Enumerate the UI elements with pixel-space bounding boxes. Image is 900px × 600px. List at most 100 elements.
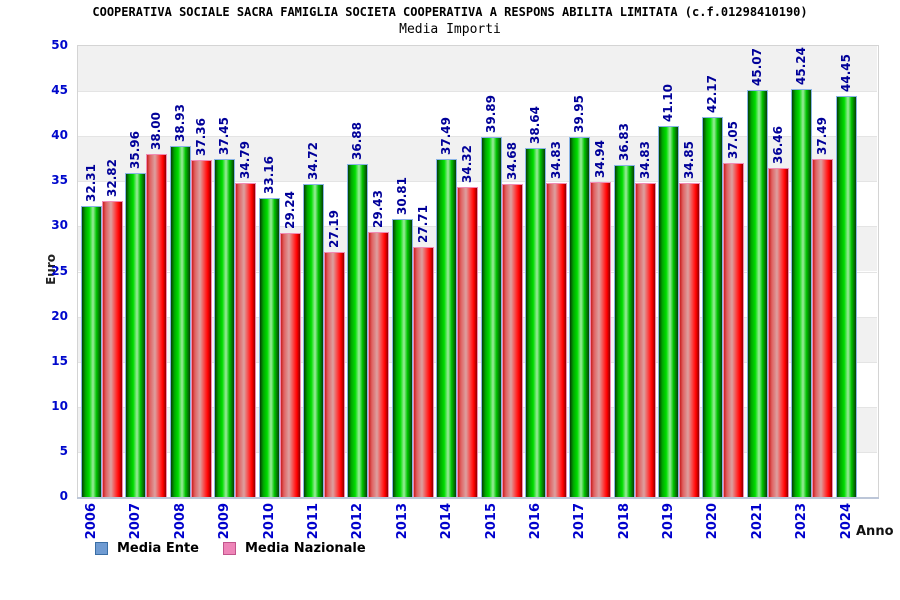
bar-media-ente bbox=[702, 116, 724, 497]
y-tick-label: 25 bbox=[51, 263, 68, 278]
bar-group-2014: 37.49 34.32 bbox=[433, 46, 479, 497]
gridline bbox=[78, 91, 877, 93]
bar-media-ente bbox=[835, 96, 857, 497]
bar-media-ente bbox=[658, 126, 680, 497]
y-tick-label: 20 bbox=[51, 308, 68, 323]
x-axis-title: Anno bbox=[856, 524, 894, 539]
bar-value-label-media-ente: 39.95 bbox=[572, 94, 587, 133]
bar-value-label-media-nazionale: 32.82 bbox=[105, 159, 119, 197]
bar-value-label-media-ente: 36.83 bbox=[616, 122, 631, 161]
x-tick-label-2010: 2010 bbox=[261, 503, 277, 540]
bar-media-nazionale bbox=[457, 187, 479, 497]
bar-media-nazionale bbox=[190, 160, 212, 497]
plot-background-band bbox=[78, 46, 877, 92]
y-tick-label: 50 bbox=[51, 38, 68, 52]
bar-media-ente bbox=[347, 164, 369, 497]
bar-media-nazionale bbox=[590, 181, 612, 497]
bar-value-label-media-ente: 45.07 bbox=[749, 48, 764, 87]
bar-value-label-media-ente: 36.88 bbox=[350, 122, 365, 161]
bar-value-label-media-nazionale: 27.19 bbox=[326, 209, 341, 248]
legend-swatch-media-nazionale-icon bbox=[222, 542, 236, 555]
bar-media-ente bbox=[302, 183, 324, 497]
bar-group-2009: 37.45 34.79 bbox=[211, 46, 257, 497]
bar-value-label-media-nazionale: 34.68 bbox=[504, 142, 519, 181]
legend: Media Ente Media Nazionale bbox=[95, 541, 390, 556]
x-tick-label-2011: 2011 bbox=[305, 503, 321, 540]
x-tick-label-2007: 2007 bbox=[128, 503, 144, 540]
y-tick-label: 0 bbox=[59, 489, 68, 503]
bar-value-label-media-nazionale: 29.24 bbox=[282, 191, 297, 230]
bar-media-nazionale bbox=[368, 231, 390, 497]
bar-media-nazionale bbox=[679, 182, 701, 497]
bar-value-label-media-nazionale: 38.00 bbox=[149, 112, 164, 151]
y-tick-label: 40 bbox=[51, 128, 68, 143]
bar-value-label-media-nazionale: 27.71 bbox=[415, 205, 430, 244]
x-tick-label-2023: 2023 bbox=[794, 503, 810, 540]
bar-value-label-media-nazionale: 34.94 bbox=[593, 139, 608, 178]
bar-media-nazionale bbox=[501, 184, 523, 497]
bar-value-label-media-ente: 37.49 bbox=[439, 116, 454, 155]
gridline bbox=[78, 181, 877, 183]
x-tick-label-2018: 2018 bbox=[616, 503, 632, 540]
bar-value-label-media-nazionale: 34.85 bbox=[682, 140, 697, 179]
bar-media-nazionale bbox=[146, 154, 168, 497]
bar-group-2013: 30.81 27.71 bbox=[389, 46, 434, 497]
bar-media-ente bbox=[746, 90, 768, 497]
x-tick-label-2019: 2019 bbox=[661, 503, 677, 540]
bar-media-nazionale bbox=[102, 200, 123, 497]
legend-label-media-ente: Media Ente bbox=[117, 541, 199, 556]
bar-group-2008: 38.93 37.36 bbox=[167, 46, 212, 497]
bar-media-ente bbox=[169, 145, 191, 497]
bar-media-nazionale bbox=[323, 251, 345, 497]
x-tick-label-2017: 2017 bbox=[572, 503, 588, 540]
bar-value-label-media-nazionale: 34.83 bbox=[548, 140, 563, 179]
bar-value-label-media-ente: 32.31 bbox=[84, 163, 98, 202]
bar-value-label-media-ente: 42.17 bbox=[705, 74, 720, 113]
bar-group-2018: 36.83 34.83 bbox=[611, 46, 656, 497]
x-tick-label-2006: 2006 bbox=[84, 503, 99, 540]
x-tick-label-2016: 2016 bbox=[527, 503, 543, 540]
bar-value-label-media-ente: 33.16 bbox=[261, 155, 276, 194]
x-tick-label-2015: 2015 bbox=[483, 503, 499, 540]
bar-group-2019: 41.10 34.85 bbox=[655, 46, 701, 497]
chart-title: COOPERATIVA SOCIALE SACRA FAMIGLIA SOCIE… bbox=[92, 5, 808, 19]
bar-media-nazionale bbox=[634, 182, 656, 497]
bar-media-ente bbox=[791, 88, 813, 497]
bar-group-2006: 32.31 32.82 bbox=[78, 46, 123, 497]
bar-media-nazionale bbox=[235, 183, 257, 497]
legend-label-media-nazionale: Media Nazionale bbox=[244, 541, 366, 556]
bar-media-ente bbox=[391, 219, 413, 497]
y-tick-label: 10 bbox=[51, 398, 68, 413]
bar-media-nazionale bbox=[723, 162, 745, 497]
x-tick-label-2009: 2009 bbox=[217, 503, 233, 540]
bar-value-label-media-nazionale: 37.36 bbox=[193, 118, 208, 157]
bar-media-nazionale bbox=[412, 247, 434, 497]
bar-media-ente bbox=[214, 159, 236, 497]
bar-media-ente bbox=[258, 197, 280, 497]
bar-value-label-media-nazionale: 34.32 bbox=[460, 145, 475, 184]
y-tick-label: 15 bbox=[51, 353, 68, 368]
bar-value-label-media-ente: 45.24 bbox=[794, 46, 809, 85]
bar-group-2020: 42.17 37.05 bbox=[699, 46, 745, 497]
chart-subtitle: Media Importi bbox=[399, 22, 501, 37]
legend-swatch-media-ente-icon bbox=[95, 542, 108, 555]
bar-group-2010: 33.16 29.24 bbox=[256, 46, 301, 497]
bar-group-2011: 34.72 27.19 bbox=[300, 46, 345, 497]
bar-group-2024: 44.45 bbox=[833, 46, 877, 497]
bar-media-ente bbox=[524, 148, 546, 497]
bar-media-ente bbox=[480, 137, 502, 497]
x-axis-line bbox=[77, 497, 879, 499]
bar-media-ente bbox=[436, 158, 458, 497]
y-tick-label: 5 bbox=[59, 443, 68, 458]
bar-group-2021: 45.07 36.46 bbox=[744, 46, 789, 497]
plot-background-band bbox=[78, 91, 877, 137]
bar-media-ente bbox=[81, 205, 102, 497]
bar-media-nazionale bbox=[812, 158, 834, 497]
bar-value-label-media-ente: 34.72 bbox=[305, 141, 320, 180]
bar-group-2012: 36.88 29.43 bbox=[344, 46, 390, 497]
x-tick-label-2014: 2014 bbox=[439, 503, 455, 540]
bar-media-nazionale bbox=[279, 233, 301, 497]
bar-value-label-media-ente: 37.45 bbox=[217, 117, 232, 156]
bar-value-label-media-ente: 38.64 bbox=[527, 106, 542, 145]
y-tick-label: 30 bbox=[51, 218, 68, 233]
